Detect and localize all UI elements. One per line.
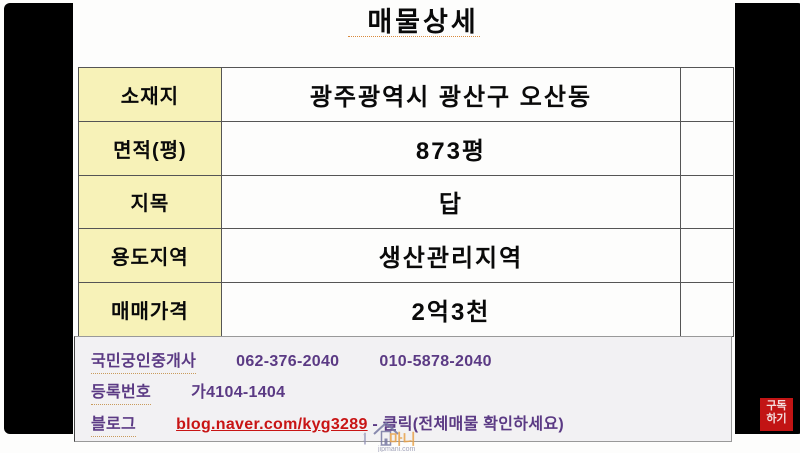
- svg-text:jipmani.com: jipmani.com: [377, 446, 416, 452]
- svg-text:지: 지: [363, 431, 367, 446]
